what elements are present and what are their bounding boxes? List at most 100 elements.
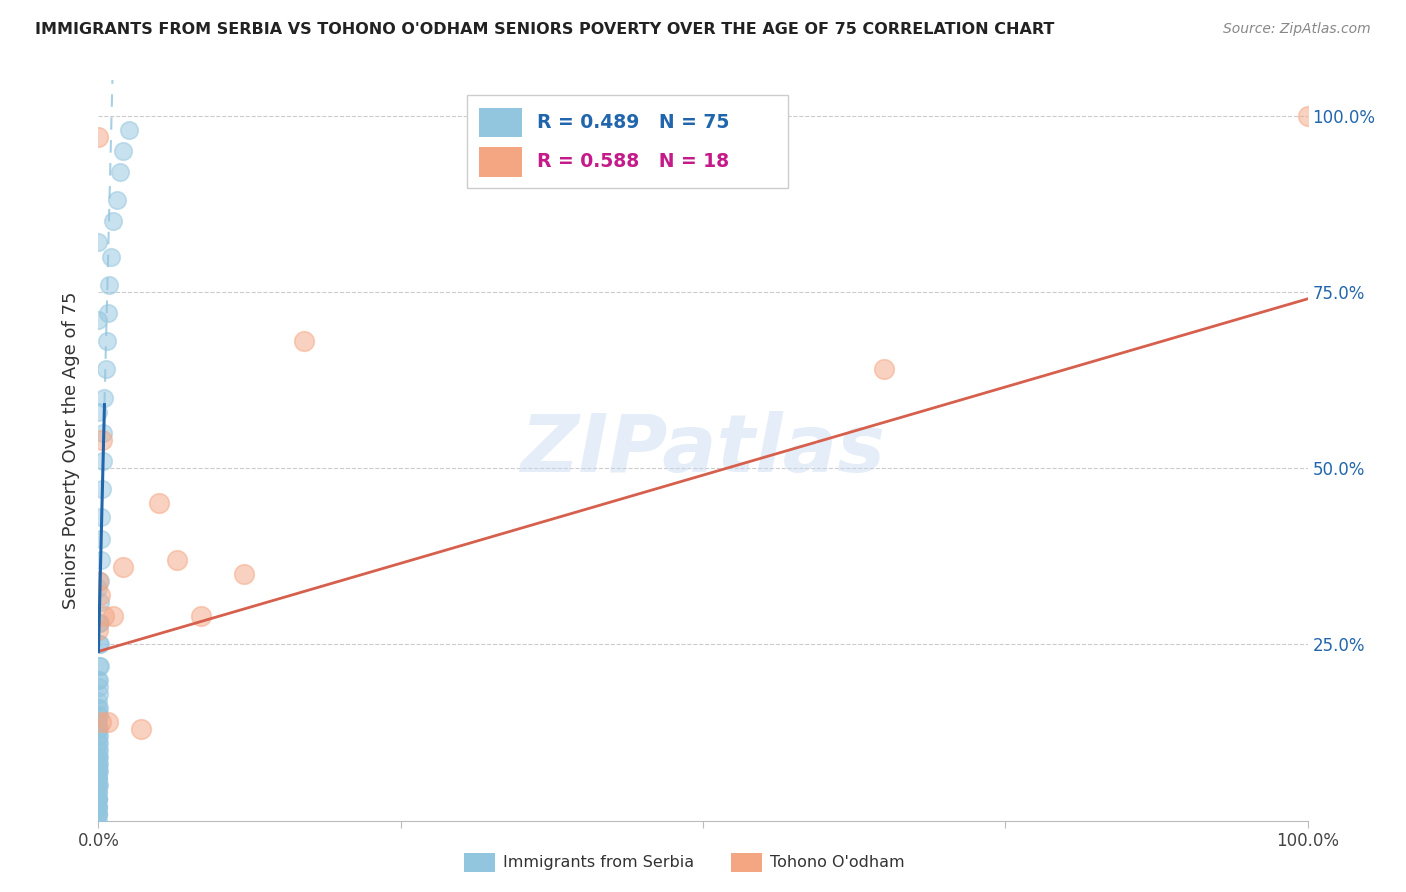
FancyBboxPatch shape — [479, 108, 522, 137]
Point — [108, 165, 131, 179]
Point — [87, 624, 110, 638]
Point — [87, 736, 110, 750]
Point — [87, 658, 110, 673]
Point — [87, 616, 110, 631]
Point — [87, 405, 110, 419]
Point — [89, 722, 111, 736]
Point — [90, 510, 112, 524]
Point — [98, 277, 121, 292]
Point — [87, 673, 110, 687]
Point — [87, 701, 110, 715]
Point — [89, 574, 111, 588]
Point — [87, 687, 110, 701]
Point — [87, 574, 110, 588]
Point — [91, 425, 114, 440]
Point — [87, 799, 110, 814]
Point — [87, 764, 110, 779]
Point — [101, 214, 124, 228]
Point — [93, 391, 115, 405]
Point — [118, 122, 141, 136]
Point — [87, 581, 110, 595]
Point — [89, 616, 111, 631]
Point — [873, 362, 896, 376]
Point — [87, 792, 110, 806]
Point — [87, 673, 110, 687]
Point — [148, 496, 170, 510]
Point — [87, 313, 110, 327]
Point — [129, 722, 152, 736]
Point — [190, 609, 212, 624]
Point — [91, 482, 114, 496]
Text: R = 0.588   N = 18: R = 0.588 N = 18 — [537, 153, 730, 171]
Point — [87, 694, 110, 708]
Point — [87, 814, 110, 828]
Point — [105, 193, 128, 207]
Text: Tohono O'odham: Tohono O'odham — [770, 855, 905, 870]
Point — [87, 772, 110, 786]
Point — [90, 714, 112, 729]
Point — [87, 764, 110, 779]
Bar — [464, 853, 495, 872]
Point — [89, 680, 111, 694]
Point — [87, 757, 110, 772]
Point — [87, 757, 110, 772]
Point — [1296, 109, 1319, 123]
Point — [87, 722, 110, 736]
Point — [87, 129, 110, 144]
Point — [91, 454, 114, 468]
Point — [87, 743, 110, 757]
Point — [232, 566, 254, 581]
Point — [87, 729, 110, 743]
Text: ZIPatlas: ZIPatlas — [520, 411, 886, 490]
Point — [87, 707, 110, 722]
Point — [96, 334, 118, 348]
Point — [101, 609, 124, 624]
Point — [87, 757, 110, 772]
Point — [89, 637, 111, 651]
Point — [87, 806, 110, 821]
Point — [97, 714, 120, 729]
Point — [89, 701, 111, 715]
Point — [87, 806, 110, 821]
FancyBboxPatch shape — [479, 147, 522, 177]
Point — [87, 799, 110, 814]
Point — [111, 144, 134, 158]
Text: R = 0.489   N = 75: R = 0.489 N = 75 — [537, 113, 730, 132]
Point — [90, 532, 112, 546]
Point — [91, 433, 114, 447]
Point — [87, 778, 110, 792]
Point — [87, 750, 110, 764]
Point — [87, 792, 110, 806]
Point — [87, 806, 110, 821]
Point — [87, 235, 110, 250]
Point — [87, 778, 110, 792]
Point — [89, 658, 111, 673]
Point — [87, 785, 110, 799]
Point — [292, 334, 315, 348]
Text: Source: ZipAtlas.com: Source: ZipAtlas.com — [1223, 22, 1371, 37]
Point — [87, 778, 110, 792]
Point — [87, 707, 110, 722]
Point — [87, 743, 110, 757]
Point — [87, 764, 110, 779]
FancyBboxPatch shape — [467, 95, 787, 187]
Point — [93, 609, 115, 624]
Point — [87, 750, 110, 764]
Text: IMMIGRANTS FROM SERBIA VS TOHONO O'ODHAM SENIORS POVERTY OVER THE AGE OF 75 CORR: IMMIGRANTS FROM SERBIA VS TOHONO O'ODHAM… — [35, 22, 1054, 37]
Point — [89, 595, 111, 609]
Text: Immigrants from Serbia: Immigrants from Serbia — [503, 855, 695, 870]
Point — [87, 792, 110, 806]
Y-axis label: Seniors Poverty Over the Age of 75: Seniors Poverty Over the Age of 75 — [62, 292, 80, 609]
Point — [87, 750, 110, 764]
Point — [89, 588, 111, 602]
Point — [87, 729, 110, 743]
Point — [100, 250, 122, 264]
Point — [87, 714, 110, 729]
Point — [166, 553, 188, 567]
Point — [87, 772, 110, 786]
Point — [111, 559, 134, 574]
Point — [87, 772, 110, 786]
Point — [87, 637, 110, 651]
Point — [87, 785, 110, 799]
Point — [87, 736, 110, 750]
